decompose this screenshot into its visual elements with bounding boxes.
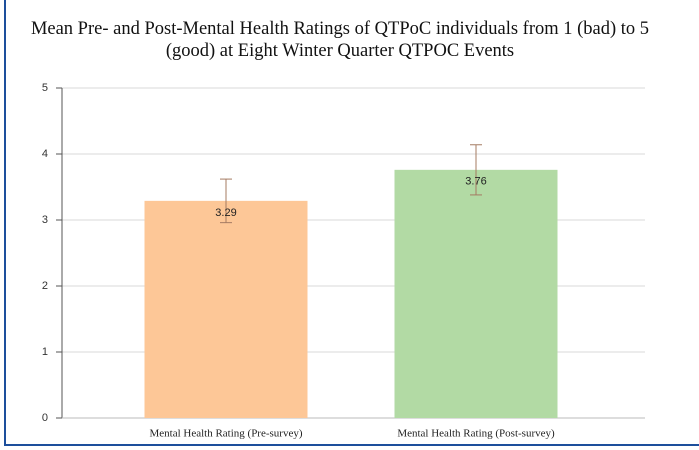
chart-title: Mean Pre- and Post-Mental Health Ratings…: [30, 19, 650, 61]
x-tick-label: Mental Health Rating (Pre-survey): [149, 428, 302, 440]
y-tick-label: 3: [42, 214, 48, 226]
x-tick-label: Mental Health Rating (Post-survey): [397, 428, 555, 440]
bar: [144, 200, 308, 418]
bar: [394, 169, 558, 418]
y-tick-label: 2: [42, 280, 48, 292]
data-label: 3.29: [215, 207, 236, 219]
data-label: 3.76: [465, 176, 486, 188]
y-tick-label: 4: [42, 148, 48, 160]
y-tick-label: 0: [42, 412, 48, 424]
frame: [4, 0, 699, 446]
y-tick-label: 1: [42, 346, 48, 358]
y-tick-label: 5: [42, 82, 48, 94]
